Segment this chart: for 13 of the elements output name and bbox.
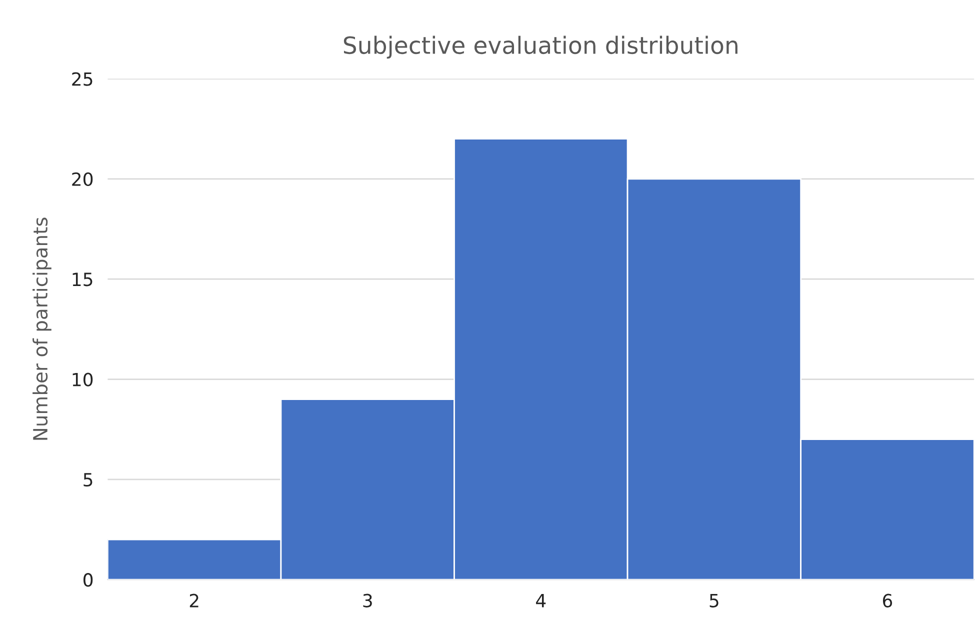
y-axis-title: Number of participants	[32, 218, 52, 440]
chart-title: Subjective evaluation distribution	[344, 36, 738, 59]
y-tick-label: 15	[72, 272, 92, 286]
y-tick-label: 0	[84, 573, 93, 587]
x-tick-label: 2	[190, 594, 198, 608]
y-tick-label: 25	[72, 72, 92, 86]
x-tick-label: 6	[882, 594, 892, 608]
x-tick-label: 3	[363, 594, 372, 608]
x-tick-label: 5	[710, 594, 718, 608]
y-tick-label: 20	[72, 172, 93, 186]
y-tick-label: 5	[84, 473, 92, 487]
x-tick-label: 4	[536, 594, 546, 608]
y-tick-label: 10	[72, 372, 93, 386]
